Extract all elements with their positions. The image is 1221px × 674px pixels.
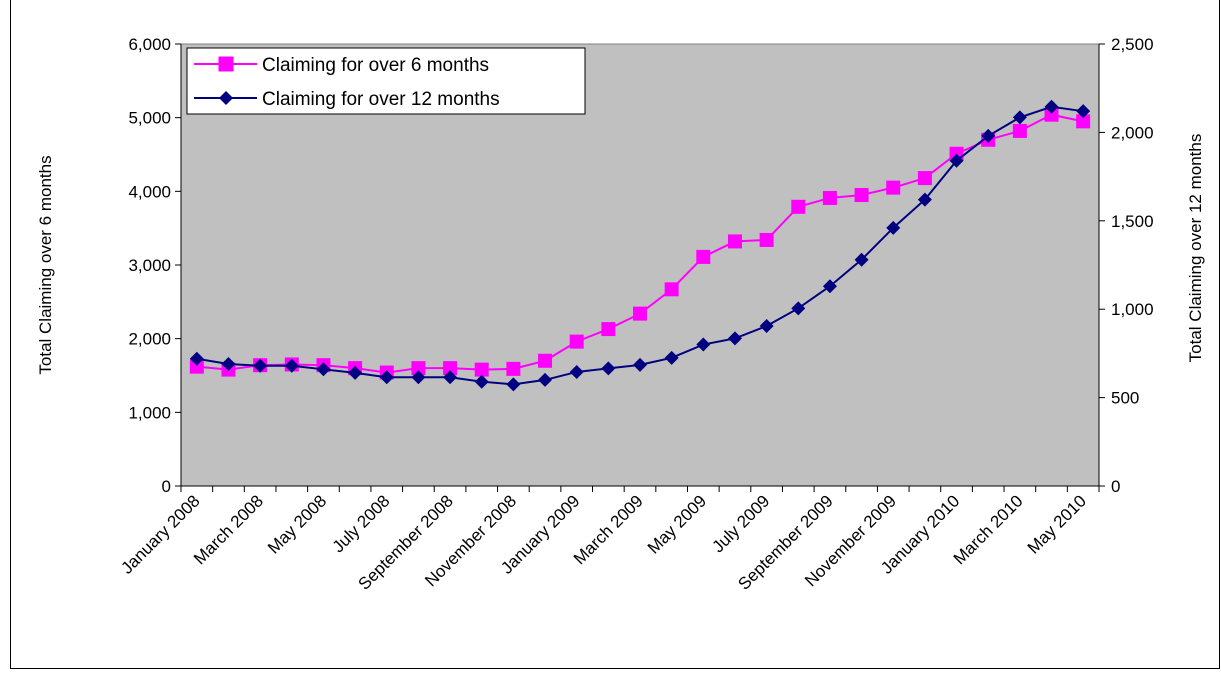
- y-left-tick-label: 0: [162, 477, 171, 496]
- series-1-point: [633, 306, 647, 321]
- series-2-point: [633, 357, 647, 372]
- series-2-point: [379, 370, 394, 385]
- series-2-point: [949, 153, 964, 168]
- series-1-point: [569, 334, 584, 349]
- y-left-tick-label: 4,000: [128, 182, 171, 201]
- series-1-point: [886, 180, 901, 195]
- series-2-point: [221, 357, 236, 372]
- x-tick-label: July 2008: [329, 491, 394, 556]
- series-2-point: [791, 301, 806, 316]
- series-1-point: [506, 361, 521, 376]
- series-2-point: [474, 374, 489, 389]
- series-2-point: [727, 331, 742, 346]
- series-2-point: [696, 337, 711, 352]
- y-left-tick-label: 5,000: [128, 109, 171, 128]
- series-1-point: [791, 199, 806, 214]
- series-1-point: [474, 362, 489, 377]
- x-tick-label: July 2009: [709, 491, 774, 556]
- series-1-point: [411, 361, 426, 376]
- series-2-point: [917, 192, 932, 207]
- series-2-point: [1012, 110, 1027, 125]
- series-2-point: [253, 358, 268, 373]
- series-2-point: [981, 128, 996, 143]
- series-1-point: [1012, 123, 1027, 138]
- series-2-point: [664, 350, 679, 365]
- legend-label-series-1: Claiming for over 6 months: [262, 55, 489, 76]
- series-2-point: [538, 372, 553, 387]
- series-1-point: [538, 353, 553, 368]
- series-2-point: [1044, 99, 1059, 114]
- y-right-tick-label: 1,500: [1111, 212, 1154, 231]
- series-2-point: [854, 252, 869, 267]
- series-2-point: [569, 364, 584, 379]
- y-right-tick-label: 1,000: [1111, 300, 1154, 319]
- y-left-tick-label: 6,000: [128, 35, 171, 54]
- series-2-point: [886, 220, 901, 235]
- plot-area: [180, 43, 1100, 487]
- x-tick-label: May 2009: [644, 491, 710, 557]
- series-2-point: [1076, 104, 1091, 119]
- series-1-point: [854, 188, 869, 203]
- series-1-point: [1076, 114, 1091, 129]
- y-left-tick-label: 2,000: [128, 330, 171, 349]
- series-2-point: [506, 377, 521, 392]
- series-1-point: [601, 322, 616, 337]
- series-2-point: [759, 318, 774, 333]
- y-left-tick-label: 3,000: [128, 256, 171, 275]
- legend-label-series-2: Claiming for over 12 months: [262, 89, 500, 110]
- y-right-tick-label: 2,500: [1111, 35, 1154, 54]
- legend-marker-series-2: [219, 91, 233, 105]
- x-tick-label: January 2008: [117, 491, 203, 577]
- legend-box: [186, 47, 586, 115]
- y-axis-left-label: Total Claiming over 6 months: [36, 155, 55, 374]
- x-tick-label: May 2010: [1024, 491, 1090, 557]
- series-2-point: [348, 365, 363, 380]
- series-2-point: [189, 351, 204, 366]
- legend: Claiming for over 6 months Claiming for …: [186, 47, 586, 115]
- series-2-point: [316, 362, 331, 377]
- y-left-tick-label: 1,000: [128, 403, 171, 422]
- series-2-point: [822, 279, 837, 294]
- y-right-tick-label: 500: [1111, 389, 1139, 408]
- x-tick-label: May 2008: [264, 491, 330, 557]
- series-1-point: [696, 249, 711, 264]
- y-right-tick-label: 0: [1111, 477, 1120, 496]
- y-axis-right-label: Total Claiming over 12 months: [1186, 134, 1205, 363]
- series-1-point: [189, 359, 204, 374]
- series-1-point: [664, 282, 679, 297]
- series-1-point: [917, 171, 932, 186]
- y-right-tick-label: 2,000: [1111, 123, 1154, 142]
- series-1-point: [727, 234, 742, 249]
- series-2-point: [411, 370, 426, 385]
- legend-marker-series-1: [218, 56, 234, 72]
- series-1-point: [822, 190, 837, 205]
- series-2-point: [601, 361, 616, 376]
- series-2-point: [284, 358, 299, 373]
- series-1-point: [1044, 107, 1059, 122]
- chart-frame: 0 1,000 2,000 3,000 4,000 5,000 6,000 0 500 1,000…: [10, 0, 1220, 669]
- series-1-point: [759, 232, 774, 247]
- series-2-point: [443, 370, 458, 385]
- series-1-point: [443, 361, 458, 376]
- dual-axis-line-chart: 0 1,000 2,000 3,000 4,000 5,000 6,000 0 500 1,000…: [36, 35, 1205, 594]
